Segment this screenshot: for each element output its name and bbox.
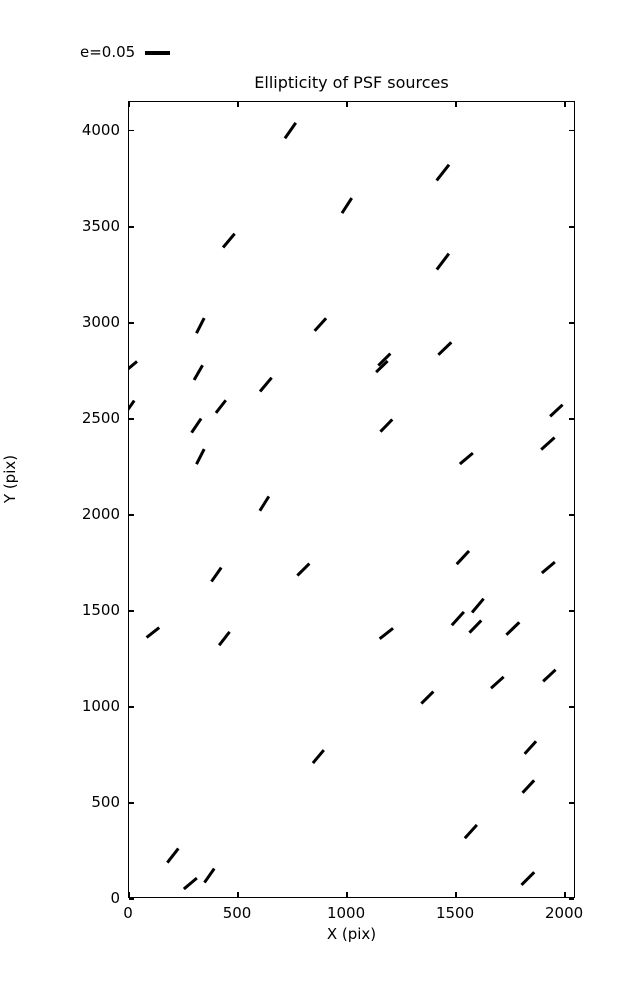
psf-whisker (129, 399, 136, 416)
psf-whisker (459, 451, 475, 466)
whisker-layer (129, 102, 574, 897)
psf-whisker (379, 418, 394, 433)
psf-whisker (145, 626, 161, 640)
psf-whisker (468, 618, 483, 634)
x-axis-label: X (pix) (326, 925, 377, 943)
psf-whisker (378, 627, 395, 641)
psf-whisker (129, 360, 139, 374)
y-tick-label: 3000 (81, 312, 120, 331)
y-tick-right (569, 130, 574, 132)
y-tick (129, 802, 134, 804)
x-tick-top (128, 102, 130, 107)
x-tick (128, 892, 130, 897)
psf-whisker (311, 749, 326, 765)
x-tick-top (237, 102, 239, 107)
psf-whisker (222, 232, 237, 249)
psf-whisker (549, 403, 564, 418)
plot-title: Ellipticity of PSF sources (254, 73, 449, 92)
psf-whisker (259, 376, 274, 393)
y-axis-label: Y (pix) (1, 454, 20, 504)
y-tick-right (569, 802, 574, 804)
y-tick-label: 0 (110, 889, 120, 907)
x-tick (455, 892, 457, 897)
y-tick (129, 130, 134, 132)
y-tick (129, 514, 134, 516)
x-tick-label: 1500 (435, 904, 475, 922)
psf-whisker (193, 364, 205, 381)
y-tick-right (569, 706, 574, 708)
y-tick-label: 2000 (81, 504, 120, 523)
y-tick-label: 500 (91, 792, 120, 811)
psf-whisker (464, 823, 479, 840)
psf-whisker (505, 620, 521, 636)
x-tick-top (346, 102, 348, 107)
y-tick-label: 1500 (81, 600, 120, 619)
y-tick-right (569, 514, 574, 516)
y-tick (129, 898, 134, 900)
x-tick-label: 1000 (326, 904, 366, 922)
psf-whisker (523, 739, 538, 755)
psf-whisker (542, 668, 558, 683)
psf-whisker (296, 562, 311, 577)
y-tick (129, 610, 134, 612)
y-tick (129, 226, 134, 228)
psf-whisker (455, 550, 470, 566)
psf-whisker (182, 876, 198, 891)
y-tick-right (569, 418, 574, 420)
x-tick-top (455, 102, 457, 107)
psf-whisker (435, 252, 451, 271)
psf-whisker (190, 417, 203, 434)
psf-whisker (195, 317, 207, 335)
legend-scale-bar-icon (145, 50, 171, 55)
psf-whisker (541, 560, 557, 575)
psf-whisker (520, 871, 536, 887)
x-tick (346, 892, 348, 897)
psf-whisker (283, 122, 298, 140)
psf-whisker (435, 164, 451, 182)
psf-whisker (209, 566, 223, 583)
plot-axes (128, 101, 575, 900)
x-tick-label: 0 (123, 904, 133, 922)
psf-whisker (520, 779, 536, 795)
y-tick-right (569, 898, 574, 900)
y-tick-label: 1000 (81, 696, 120, 715)
x-tick-label: 2000 (545, 904, 584, 922)
y-tick-right (569, 610, 574, 612)
psf-whisker (214, 399, 227, 414)
y-tick-right (569, 226, 574, 228)
psf-whisker (218, 631, 232, 647)
y-tick-label: 2500 (81, 408, 120, 427)
y-tick (129, 706, 134, 708)
psf-whisker (340, 197, 354, 215)
psf-whisker (539, 436, 556, 452)
psf-whisker (203, 868, 216, 884)
y-tick (129, 418, 134, 420)
psf-whisker (437, 341, 453, 357)
y-tick-label: 4000 (81, 120, 120, 139)
psf-whisker (258, 495, 271, 512)
psf-whisker (420, 690, 435, 705)
psf-whisker (450, 610, 466, 627)
psf-whisker (470, 598, 485, 615)
legend: e=0.05 (80, 43, 171, 61)
psf-whisker (165, 847, 180, 864)
legend-label: e=0.05 (80, 43, 136, 61)
x-tick (237, 892, 239, 897)
y-tick (129, 322, 134, 324)
x-tick-label: 500 (222, 904, 252, 922)
psf-whisker (195, 447, 207, 465)
psf-whisker (313, 317, 328, 333)
y-tick-label: 3500 (81, 216, 120, 235)
x-tick-top (564, 102, 566, 107)
psf-whisker (490, 675, 505, 690)
y-tick-right (569, 322, 574, 324)
x-tick (564, 892, 566, 897)
